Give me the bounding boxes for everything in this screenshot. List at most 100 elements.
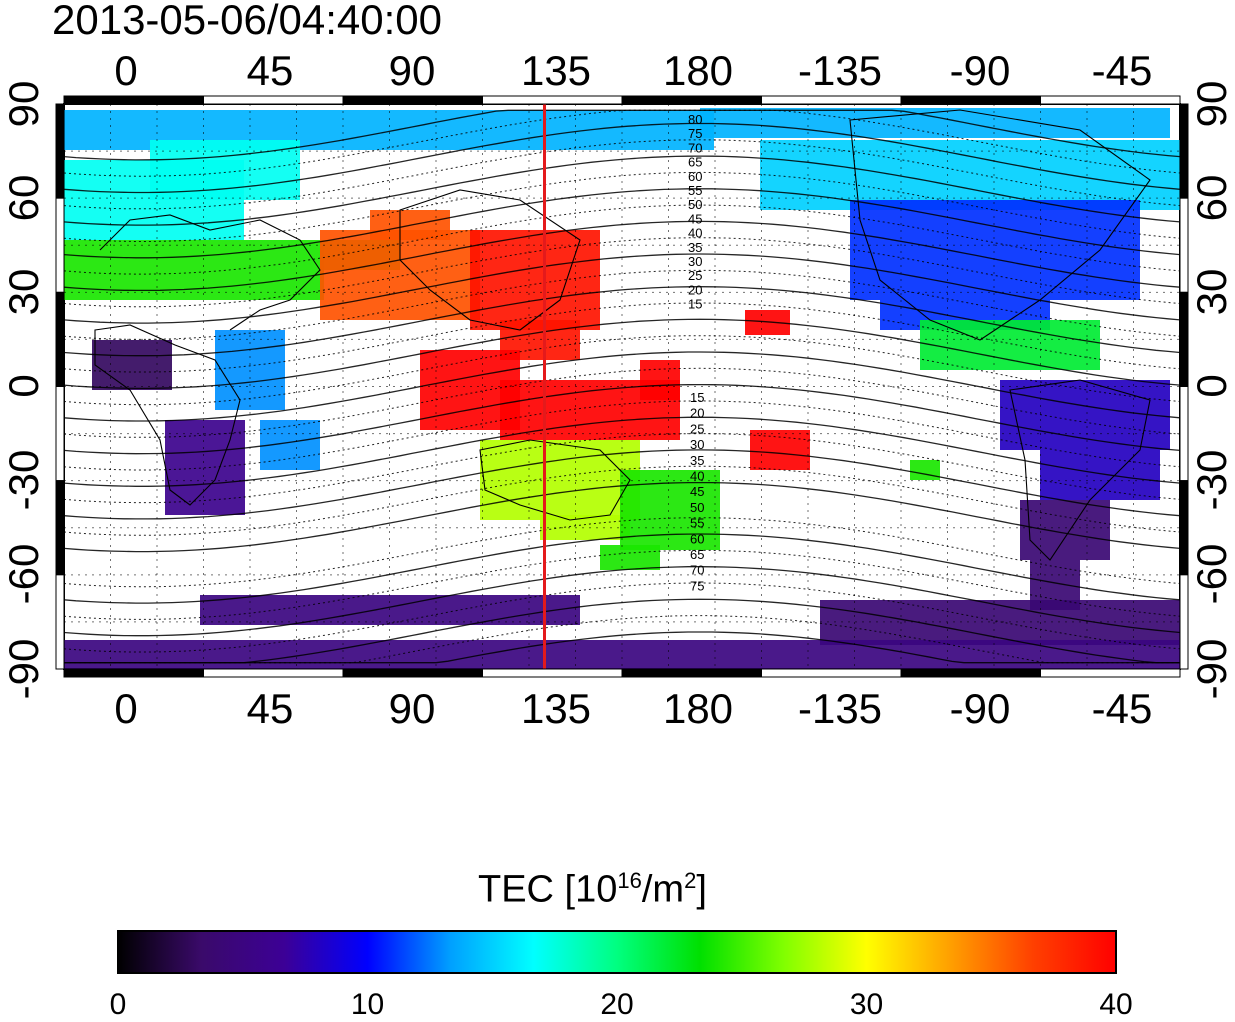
right-axis-tick: 0	[1188, 374, 1235, 398]
contour-label-south: 55	[690, 516, 704, 531]
contour-label-south: 45	[690, 484, 704, 499]
tec-patch-north-polar-band-1	[700, 108, 1170, 138]
map-border-bar	[63, 668, 204, 678]
contour-label-south: 20	[690, 406, 704, 421]
contour-label-north: 20	[688, 282, 702, 297]
map-border-bar	[761, 95, 902, 105]
map-border-bar	[342, 668, 483, 678]
contour-label-north: 70	[688, 140, 702, 155]
bottom-axis-tick: 0	[114, 685, 138, 732]
geomagnetic-contour	[63, 204, 1181, 275]
contour-label-south: 65	[690, 547, 704, 562]
map-border-bar	[482, 668, 623, 678]
tec-patch-australia-1	[540, 515, 630, 540]
top-axis-tick: 135	[520, 47, 592, 94]
coastline-outline	[479, 439, 631, 521]
coastline-outline	[94, 324, 241, 506]
tec-patch-canada-0	[760, 140, 1180, 210]
geomagnetic-contour	[63, 171, 1181, 242]
geomagnetic-contour	[63, 220, 1181, 292]
map-side-bar	[55, 197, 65, 293]
map-side-bar	[1179, 103, 1189, 199]
contour-label-north: 15	[688, 297, 702, 312]
contour-label-north: 30	[688, 254, 702, 269]
contour-label-north: 80	[688, 112, 702, 127]
top-axis-tick: -135	[797, 47, 883, 94]
contour-label-south: 35	[690, 453, 704, 468]
map-side-bar	[55, 291, 65, 388]
map-border-bar	[900, 668, 1041, 678]
top-axis-tick: 90	[388, 47, 436, 94]
contour-label-north: 45	[688, 211, 702, 226]
contour-label-south: 25	[690, 421, 704, 436]
geomagnetic-contour	[63, 549, 1181, 620]
colorbar-title-main: TEC [10	[478, 868, 618, 911]
tec-patch-south-america-north-0	[1000, 380, 1170, 450]
contour-label-north: 25	[688, 268, 702, 283]
top-axis-tick: -45	[1091, 47, 1153, 94]
contour-label-north: 55	[688, 183, 702, 198]
geomagnetic-contour	[63, 566, 1181, 637]
geomagnetic-contour	[63, 302, 1181, 373]
coastline-outline	[399, 189, 581, 331]
tec-patch-south-america-south-0	[1020, 500, 1110, 560]
geomagnetic-contour	[63, 383, 1181, 455]
top-axis-tick: 180	[662, 47, 734, 94]
bottom-axis-tick: -90	[949, 685, 1011, 732]
map-border-bar	[63, 95, 204, 105]
geomagnetic-contour	[63, 433, 1181, 504]
coastline-outline	[1009, 379, 1151, 561]
tec-patch-north-africa-0	[64, 240, 324, 300]
map-side-bar	[1179, 197, 1189, 293]
tec-patch-indonesia-1	[500, 380, 610, 440]
colorbar-tick-label: 20	[600, 988, 634, 1021]
map-side-bar	[55, 480, 65, 576]
map-border-bar	[203, 668, 344, 678]
left-axis-tick: -60	[0, 543, 47, 605]
top-axis-tick: -90	[949, 47, 1011, 94]
right-axis-tick: -30	[1188, 449, 1235, 511]
contour-label-north: 40	[688, 226, 702, 241]
tec-patch-australia-0	[480, 440, 640, 520]
right-axis-tick: 90	[1188, 80, 1235, 128]
contour-label-south: 70	[690, 563, 704, 578]
contour-label-south: 60	[690, 531, 704, 546]
geomagnetic-contour	[64, 598, 1180, 664]
geomagnetic-contour	[63, 237, 1181, 308]
contour-label-north: 50	[688, 197, 702, 212]
colorbar-gradient	[117, 930, 1117, 974]
top-axis-tick: 0	[114, 47, 138, 94]
right-axis-tick: -90	[1188, 638, 1235, 700]
top-axis-tick: 45	[246, 47, 294, 94]
map-border-bar	[203, 95, 344, 105]
map-border-bar	[621, 95, 762, 105]
coastline-outline	[99, 214, 321, 331]
bottom-axis-tick: -45	[1091, 685, 1153, 732]
contour-label-north: 35	[688, 240, 702, 255]
colorbar-tick-label: 0	[109, 988, 127, 1021]
contour-label-south: 15	[690, 390, 704, 405]
contour-label-south: 50	[690, 500, 704, 515]
right-axis-tick: 60	[1188, 174, 1235, 222]
geomagnetic-contour	[63, 188, 1181, 259]
map-side-bar	[1179, 386, 1189, 482]
geomagnetic-contour	[63, 139, 1181, 210]
bottom-axis-tick: -135	[797, 685, 883, 732]
geomagnetic-contour	[63, 286, 1181, 357]
colorbar-title-unit-exponent: 2	[684, 868, 697, 893]
map-border-bar	[621, 668, 762, 678]
left-axis-tick: -30	[0, 449, 47, 511]
colorbar-tick-label: 10	[350, 988, 385, 1021]
colorbar-title-end: ]	[696, 868, 707, 911]
geomagnetic-contour	[63, 449, 1181, 520]
colorbar-title: TEC [1016/m2]	[478, 868, 707, 912]
tec-patch-europe-1	[150, 140, 300, 200]
left-axis-tick: -90	[0, 638, 47, 700]
colorbar-title-exponent: 16	[617, 868, 642, 893]
geomagnetic-contour	[63, 481, 1181, 553]
bottom-axis-tick: 135	[520, 685, 592, 732]
geomagnetic-contour	[63, 155, 1181, 226]
tec-patch-north-america-0	[850, 200, 1140, 300]
geomagnetic-contour	[63, 416, 1181, 487]
map-border-bar	[1040, 95, 1181, 105]
